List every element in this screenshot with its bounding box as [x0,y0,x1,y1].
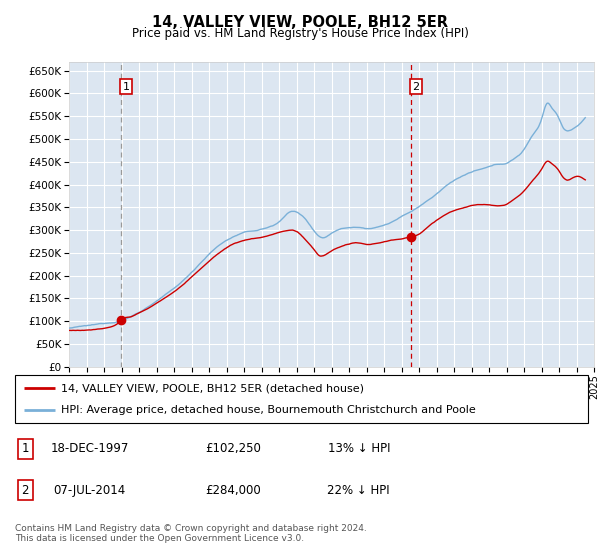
Text: £102,250: £102,250 [205,442,260,455]
FancyBboxPatch shape [15,375,588,423]
Text: 14, VALLEY VIEW, POOLE, BH12 5ER: 14, VALLEY VIEW, POOLE, BH12 5ER [152,15,448,30]
Text: 2: 2 [22,484,29,497]
Text: 18-DEC-1997: 18-DEC-1997 [50,442,128,455]
Text: Price paid vs. HM Land Registry's House Price Index (HPI): Price paid vs. HM Land Registry's House … [131,27,469,40]
Text: 22% ↓ HPI: 22% ↓ HPI [328,484,390,497]
Text: HPI: Average price, detached house, Bournemouth Christchurch and Poole: HPI: Average price, detached house, Bour… [61,405,476,415]
Text: 13% ↓ HPI: 13% ↓ HPI [328,442,390,455]
Text: £284,000: £284,000 [205,484,260,497]
Text: 1: 1 [122,82,130,92]
Text: 14, VALLEY VIEW, POOLE, BH12 5ER (detached house): 14, VALLEY VIEW, POOLE, BH12 5ER (detach… [61,383,364,393]
Text: 07-JUL-2014: 07-JUL-2014 [53,484,125,497]
Text: 1: 1 [22,442,29,455]
Text: 2: 2 [412,82,419,92]
Text: Contains HM Land Registry data © Crown copyright and database right 2024.
This d: Contains HM Land Registry data © Crown c… [15,524,367,543]
